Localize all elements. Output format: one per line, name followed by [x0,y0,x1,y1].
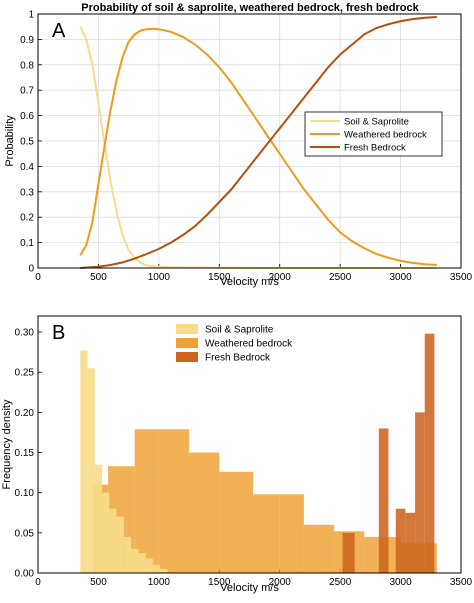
histogram-bar [102,492,110,573]
histogram-bar [342,532,355,573]
x-tick-label: 3500 [450,577,473,588]
y-tick-label: 0.4 [20,162,34,173]
histogram-bar [158,429,190,573]
histogram-bar [279,494,304,573]
legend-swatch [176,338,198,348]
y-tick-label: 0.10 [15,488,35,499]
y-tick-label: 0.7 [20,86,34,97]
y-tick-label: 0.8 [20,60,34,71]
series-line [79,27,437,266]
y-tick-label: 0.3 [20,187,34,198]
legend: Soil & Saprolite Weathered bedrock Fresh B… [304,111,443,157]
legend-label: Fresh Bedrock [344,143,406,154]
y-axis-label: Probability [4,115,16,167]
plot-frame [37,315,462,574]
figure-title: Probability of soil & saprolite, weather… [81,2,419,14]
histogram-bar [138,552,146,573]
x-tick-label: 1500 [208,577,231,588]
panel-label: B [52,322,65,344]
histogram-bar [378,428,389,573]
histogram-bar [87,368,95,573]
y-tick-label: 1 [28,10,34,21]
histogram-bar [134,429,159,573]
histogram-bar [131,548,139,573]
histogram-bar [109,508,117,573]
x-axis-label: Velocity m/s [220,276,279,288]
panel-label: A [52,20,66,42]
x-tick-label: 500 [90,577,107,588]
x-tick-label: 2500 [329,577,352,588]
histogram-bar [303,524,335,573]
y-axis-label: Frequency density [1,399,13,489]
y-tick-label: 0.30 [15,328,35,339]
legend-label: Soil & Saprolite [344,117,409,128]
legend-label: Weathered bedrock [344,130,427,141]
x-tick-label: 0 [35,272,41,283]
y-tick-label: 0.6 [20,111,34,122]
histogram-bar [219,471,254,573]
y-tick-label: 0.2 [20,213,34,224]
x-tick-label: 2000 [269,272,292,283]
histogram-bar [145,558,153,573]
y-tick-label: 0.5 [20,137,34,148]
x-tick-label: 3000 [389,577,412,588]
histogram-bar [405,512,416,573]
histogram-bar [253,494,280,573]
y-tick-label: 0 [28,264,34,275]
histogram-bar [160,568,168,573]
x-tick-label: 3500 [450,272,473,283]
x-tick-label: 500 [90,272,107,283]
histogram-bar [80,350,88,573]
x-tick-label: 1000 [148,272,171,283]
y-tick-label: 0.1 [20,238,34,249]
legend-label: Soil & Saprolite [205,325,274,336]
x-axis-label: Velocity m/s [220,582,279,594]
y-tick-label: 0.15 [15,448,35,459]
histogram-bar [94,464,103,573]
x-tick-label: 1500 [208,272,231,283]
legend-label: Fresh Bedrock [205,353,271,364]
plot-frame [37,13,462,269]
histogram-bar [123,536,132,573]
histogram-bar [415,412,425,573]
histogram-bar [424,333,435,573]
x-tick-label: 3000 [389,272,412,283]
x-tick-label: 0 [35,577,41,588]
histogram-bar [395,508,406,573]
y-tick-label: 0.05 [15,528,35,539]
panel-b-histogram: 0 500 1000 1500 2000 2500 3000 3500 0.00 0.05 0.10… [1,315,473,594]
legend-swatch [176,324,198,334]
y-tick-label: 0.9 [20,35,34,46]
histogram-bar [152,564,161,573]
y-tick-label: 0.00 [15,569,35,580]
x-tick-label: 2500 [329,272,352,283]
y-tick-label: 0.20 [15,408,35,419]
x-tick-label: 2000 [269,577,292,588]
panel-a-line-chart: 0 500 1000 1500 2000 2500 3000 3500 0 0.1 0.2 0.3 0.… [4,10,473,289]
legend: Soil & Saprolite Weathered bedrock Fresh B… [176,324,293,364]
histogram-bar [189,452,220,573]
histogram-bar [116,516,124,573]
x-tick-label: 1000 [148,577,171,588]
series-line [80,16,437,269]
y-tick-label: 0.25 [15,368,35,379]
legend-label: Weathered bedrock [205,339,293,350]
legend-swatch [176,352,198,362]
